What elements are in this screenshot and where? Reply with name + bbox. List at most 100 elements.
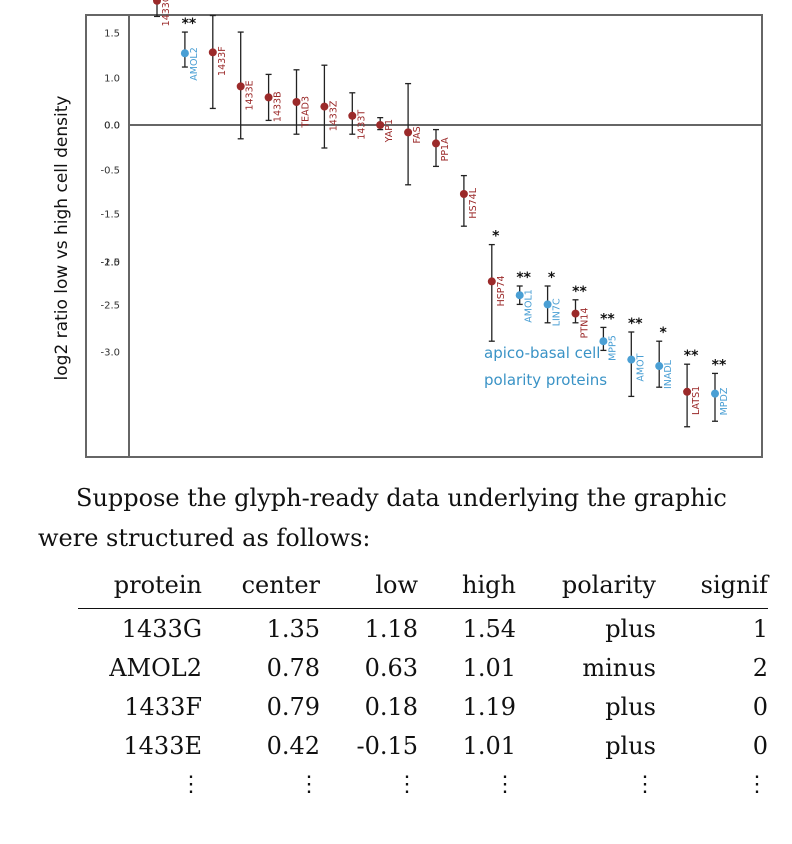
significance-stars: **: [628, 316, 643, 332]
point-MPDZ: MPDZ **: [711, 357, 730, 422]
cell: 1433E: [123, 731, 202, 760]
cell: 2: [752, 653, 768, 682]
y-tick-label: -1.5: [100, 210, 120, 221]
data-point: [655, 362, 664, 371]
cell: 1.01: [462, 653, 516, 682]
point-label: 1433E: [245, 80, 256, 110]
point-label: 1433F: [217, 46, 228, 76]
y-tick-label: 1.5: [104, 29, 120, 40]
point-FAS: FAS: [404, 82, 423, 186]
y-tick-label: -3.0: [100, 348, 120, 359]
cell: 1.35: [266, 614, 320, 643]
legend-line-1: apico-basal cell: [484, 344, 600, 362]
data-point: [711, 389, 719, 398]
point-AMOL1: AMOL1 **: [515, 270, 535, 323]
glyph-data-table: protein center low high polarity signif …: [78, 568, 768, 804]
point-label: 1433T: [356, 110, 367, 140]
cell: 0: [752, 692, 768, 721]
table-row: 1433E 0.42 -0.15 1.01 plus 0: [78, 726, 768, 765]
data-point: [348, 111, 357, 120]
point-label: HSP74: [496, 275, 507, 306]
dot-plot-figure: 1.51.00.00.0-0.5-1.5-1.5-2.0-2.5-3.0 log…: [52, 0, 763, 458]
point-label: TEAD3: [301, 96, 312, 129]
point-label: MPP5: [607, 335, 618, 361]
legend-line-2: polarity proteins: [484, 371, 607, 389]
cell: 1433G: [121, 614, 202, 643]
point-1433T: 1433T: [348, 92, 367, 140]
significance-stars: *: [548, 270, 556, 286]
point-1433G: 1433G*: [153, 0, 172, 26]
data-point: [292, 98, 301, 106]
data-point: [487, 277, 496, 286]
y-tick-label: 0.0: [104, 121, 120, 132]
data-point: [153, 0, 161, 5]
significance-stars: **: [684, 348, 699, 364]
significance-stars: **: [572, 284, 587, 300]
plot-frame: [85, 14, 763, 458]
point-label: 1433Z: [328, 100, 339, 131]
ellipsis-cell: ⋮: [634, 771, 656, 797]
cell: 0.79: [266, 692, 320, 721]
cell: AMOL2: [109, 653, 202, 682]
cell: 1.18: [364, 614, 418, 643]
point-label: LATS1: [691, 386, 702, 415]
y-tick-label: 0.0: [104, 121, 120, 132]
data-marks: 1433G*AMOL2**1433F1433E1433BTEAD31433Z14…: [153, 0, 730, 428]
point-label: 1433G: [161, 0, 172, 26]
point-1433Z: 1433Z: [320, 64, 339, 149]
point-label: FAS: [412, 126, 423, 143]
y-tick-label: -1.5: [100, 258, 120, 269]
data-point: [627, 355, 636, 364]
data-point: [180, 49, 189, 58]
cell: 1: [752, 614, 768, 643]
data-point: [208, 48, 217, 57]
ellipsis-cell: ⋮: [298, 771, 320, 797]
point-LIN7C: LIN7C *: [543, 270, 563, 326]
y-tick-label: -2.5: [100, 301, 120, 312]
y-axis-label: log2 ratio low vs high cell density: [52, 96, 72, 381]
cell: 1.54: [462, 614, 516, 643]
significance-stars: **: [516, 270, 531, 286]
table-row: 1433F 0.79 0.18 1.19 plus 0: [78, 687, 768, 726]
ellipsis-cell: ⋮: [746, 771, 768, 797]
table-row: 1433G 1.35 1.18 1.54 plus 1: [78, 609, 768, 649]
ellipsis-cell: ⋮: [396, 771, 418, 797]
y-tick-labels: 1.51.00.00.0-0.5-1.5-1.5-2.0-2.5-3.0: [100, 29, 120, 359]
significance-stars: *: [492, 229, 500, 245]
cell: plus: [605, 731, 656, 760]
cell: 0.42: [266, 731, 320, 760]
point-label: LIN7C: [552, 298, 563, 326]
point-label: PTN14: [580, 308, 591, 339]
significance-stars: **: [182, 16, 197, 32]
prose-line-1: Suppose the glyph-ready data underlying …: [76, 484, 727, 512]
cell: 0: [752, 731, 768, 760]
cell: 0.78: [266, 653, 320, 682]
y-tick-label: -0.5: [100, 166, 120, 177]
point-1433E: 1433E: [236, 31, 256, 140]
cell: -0.15: [356, 731, 418, 760]
point-label: YAP1: [384, 119, 395, 143]
ellipsis-cell: ⋮: [180, 771, 202, 797]
data-point: [404, 128, 413, 137]
table-row: AMOL2 0.78 0.63 1.01 minus 2: [78, 648, 768, 687]
point-label: HS74L: [468, 187, 479, 218]
point-YAP1: YAP1: [376, 116, 395, 143]
data-point: [432, 139, 440, 148]
point-label: 1433B: [273, 91, 284, 122]
significance-stars: **: [712, 357, 727, 373]
data-point: [376, 121, 385, 129]
point-INADL: INADL *: [655, 325, 674, 389]
data-point: [543, 300, 552, 309]
prose-line-2: were structured as follows:: [38, 524, 371, 552]
cell: 0.63: [364, 653, 418, 682]
data-point: [571, 309, 580, 318]
header-protein: protein: [78, 568, 202, 609]
cell: 1433F: [124, 692, 202, 721]
header-high: high: [418, 568, 516, 609]
header-signif: signif: [656, 568, 768, 609]
data-point: [320, 102, 329, 111]
significance-stars: *: [660, 325, 668, 341]
point-1433F: 1433F: [208, 14, 228, 110]
point-PTN14: PTN14 **: [571, 284, 591, 339]
data-point: [683, 387, 692, 396]
